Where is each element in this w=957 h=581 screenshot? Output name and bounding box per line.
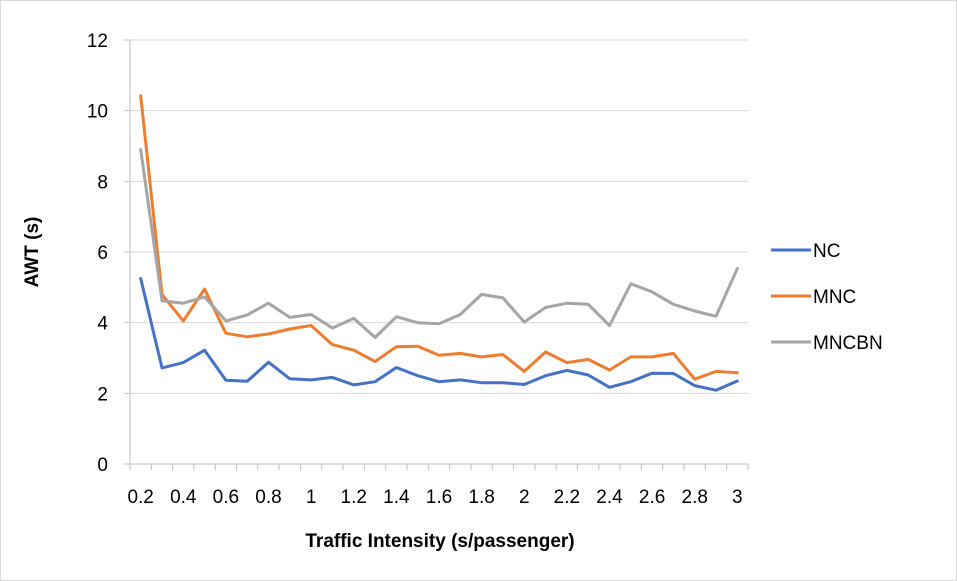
- x-tick-label-12: 2.6: [639, 487, 665, 508]
- x-tick-label-3: 0.8: [255, 487, 281, 508]
- gridlines: [130, 39, 748, 394]
- x-tick-label-6: 1.4: [383, 487, 410, 508]
- y-tick-label-0: 0: [97, 455, 108, 476]
- series-lines: [139, 94, 739, 392]
- x-tick-label-9: 2: [519, 487, 530, 508]
- x-tick-label-14: 3: [732, 487, 743, 508]
- legend: NC MNC MNCBN: [771, 241, 883, 354]
- axes: [124, 39, 749, 470]
- x-tick-label-8: 1.8: [468, 487, 494, 508]
- y-tick-label-4: 8: [97, 172, 108, 193]
- x-tick-label-4: 1: [306, 487, 317, 508]
- series-line-mncbn: [139, 148, 739, 339]
- x-tick-label-7: 1.6: [426, 487, 452, 508]
- series-line-nc: [139, 277, 739, 392]
- x-tick-label-0: 0.2: [127, 487, 153, 508]
- x-tick-label-5: 1.2: [341, 487, 367, 508]
- y-tick-label-5: 10: [87, 102, 108, 123]
- series-line-mnc: [139, 94, 739, 381]
- y-axis-title: AWT (s): [22, 217, 43, 288]
- legend-label-mncbn: MNCBN: [813, 333, 883, 354]
- tick-labels: 0 2 4 6 8 10 12 0.2 0.4 0.6 0.8 1 1.2 1.4 1.6 1.8 2 2.2 2.…: [87, 31, 743, 508]
- x-tick-label-13: 2.8: [682, 487, 708, 508]
- legend-label-nc: NC: [813, 241, 840, 262]
- y-tick-label-2: 4: [97, 314, 108, 335]
- x-axis-title: Traffic Intensity (s/passenger): [305, 531, 574, 552]
- x-tick-label-11: 2.4: [596, 487, 623, 508]
- y-tick-label-1: 2: [97, 384, 108, 405]
- y-tick-label-3: 6: [97, 243, 108, 264]
- legend-label-mnc: MNC: [813, 287, 856, 308]
- x-tick-label-1: 0.4: [170, 487, 197, 508]
- y-tick-label-6: 12: [87, 31, 108, 52]
- x-tick-label-10: 2.2: [554, 487, 580, 508]
- x-tick-label-2: 0.6: [213, 487, 239, 508]
